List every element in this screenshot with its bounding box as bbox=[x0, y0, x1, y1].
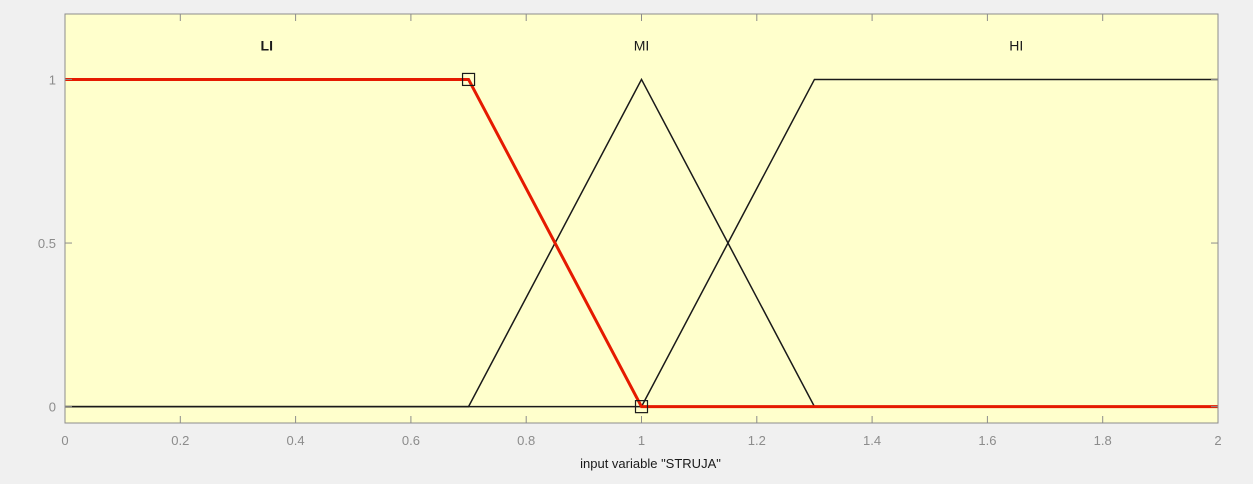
x-tick-label: 2 bbox=[1214, 433, 1221, 448]
mf-label-hi[interactable]: HI bbox=[1009, 37, 1023, 53]
y-tick-label: 1 bbox=[49, 72, 56, 87]
mf-line-li[interactable] bbox=[65, 77, 1218, 409]
y-tick-label: 0.5 bbox=[38, 236, 56, 251]
x-tick-label: 0.2 bbox=[171, 433, 189, 448]
x-tick-label: 1.6 bbox=[978, 433, 996, 448]
y-tick-label: 0 bbox=[49, 400, 56, 415]
x-tick-label: 1.8 bbox=[1094, 433, 1112, 448]
membership-function-labels: LI MI HI bbox=[261, 37, 1024, 53]
membership-functions bbox=[65, 72, 1218, 414]
mf-vertex-handle[interactable] bbox=[634, 400, 649, 414]
x-axis-label: input variable "STRUJA" bbox=[580, 456, 721, 471]
x-tick-label: 1 bbox=[638, 433, 645, 448]
y-tick-labels: 00.51 bbox=[38, 72, 56, 414]
mf-label-mi[interactable]: MI bbox=[634, 37, 650, 53]
x-tick-label: 1.2 bbox=[748, 433, 766, 448]
x-tick-label: 1.4 bbox=[863, 433, 881, 448]
x-tick-label: 0.6 bbox=[402, 433, 420, 448]
axes-background[interactable] bbox=[65, 14, 1218, 423]
x-tick-label: 0 bbox=[61, 433, 68, 448]
axis-ticks bbox=[64, 14, 1219, 423]
x-tick-label: 0.4 bbox=[287, 433, 305, 448]
mf-vertex-handle[interactable] bbox=[461, 72, 476, 87]
x-tick-labels: 0 0.2 0.4 0.6 0.8 1 1.2 1.4 1.6 1.8 2 bbox=[61, 433, 1221, 448]
mf-label-li[interactable]: LI bbox=[261, 37, 273, 53]
x-tick-label: 0.8 bbox=[517, 433, 535, 448]
